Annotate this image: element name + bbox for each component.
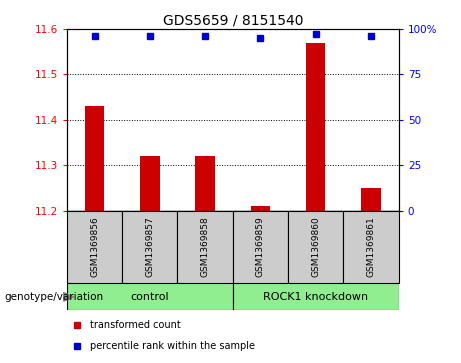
Bar: [288, 211, 343, 283]
Bar: [361, 188, 381, 211]
Text: GSM1369857: GSM1369857: [145, 216, 154, 277]
Text: GSM1369858: GSM1369858: [201, 216, 210, 277]
Bar: [251, 206, 270, 211]
Text: genotype/variation: genotype/variation: [5, 292, 104, 302]
Bar: [306, 42, 325, 211]
Bar: [140, 156, 160, 211]
Bar: [67, 283, 233, 310]
Text: ROCK1 knockdown: ROCK1 knockdown: [263, 292, 368, 302]
Bar: [122, 211, 177, 283]
Text: transformed count: transformed count: [90, 321, 181, 330]
Text: GSM1369856: GSM1369856: [90, 216, 99, 277]
Polygon shape: [64, 293, 74, 301]
Text: GSM1369860: GSM1369860: [311, 216, 320, 277]
Bar: [343, 211, 399, 283]
Bar: [233, 211, 288, 283]
Text: GSM1369859: GSM1369859: [256, 216, 265, 277]
Text: control: control: [130, 292, 169, 302]
Text: percentile rank within the sample: percentile rank within the sample: [90, 341, 255, 351]
Text: GSM1369861: GSM1369861: [366, 216, 376, 277]
Bar: [195, 156, 215, 211]
Bar: [177, 211, 233, 283]
Title: GDS5659 / 8151540: GDS5659 / 8151540: [163, 14, 303, 28]
Bar: [67, 211, 122, 283]
Bar: [85, 106, 104, 211]
Bar: [233, 283, 399, 310]
